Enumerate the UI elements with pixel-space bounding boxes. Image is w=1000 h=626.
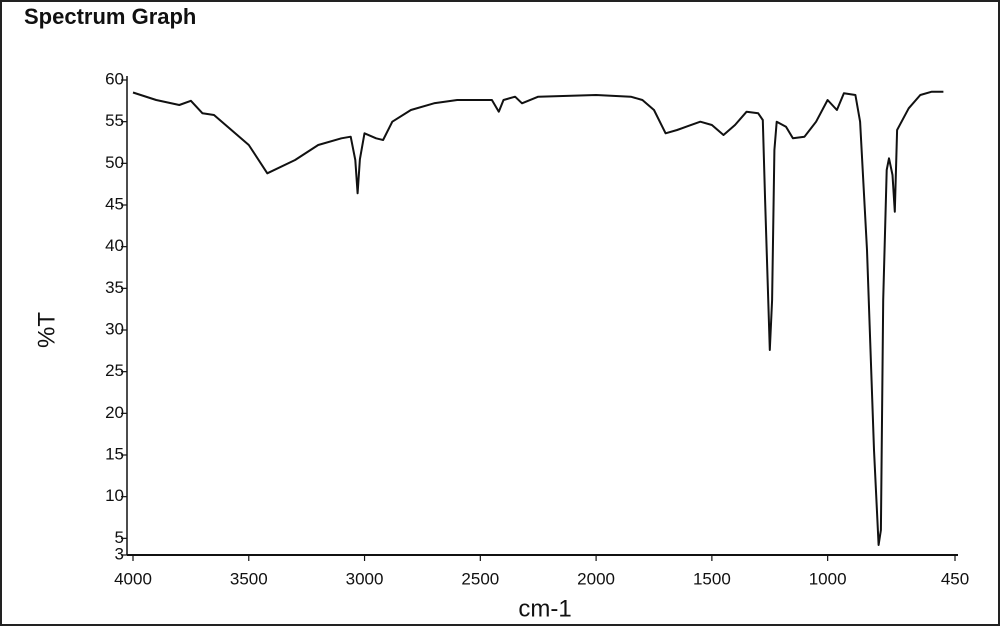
x-tick-label: 3000 — [346, 569, 384, 588]
x-tick-label: 1500 — [693, 569, 731, 588]
y-tick-label: 35 — [105, 278, 124, 297]
y-tick-label: 55 — [105, 111, 124, 130]
x-tick-label: 4000 — [114, 569, 152, 588]
x-tick-label: 450 — [941, 569, 969, 588]
x-tick-label: 3500 — [230, 569, 268, 588]
x-axis-label: cm-1 — [518, 595, 571, 622]
y-axis-label: %T — [33, 312, 60, 348]
y-tick-label: 40 — [105, 236, 124, 255]
y-tick-label: 25 — [105, 361, 124, 380]
y-tick-label: 20 — [105, 403, 124, 422]
x-tick-label: 2500 — [461, 569, 499, 588]
y-tick-label: 30 — [105, 319, 124, 338]
y-tick-label: 45 — [105, 194, 124, 213]
chart-title: Spectrum Graph — [24, 4, 196, 29]
y-tick-label: 10 — [105, 486, 124, 505]
y-tick-label: 5 — [115, 528, 124, 547]
spectrum-line — [132, 90, 944, 546]
y-tick-label: 3 — [115, 544, 124, 563]
x-tick-label: 1000 — [809, 569, 847, 588]
x-tick-label: 2000 — [577, 569, 615, 588]
y-tick-label: 50 — [105, 153, 124, 172]
y-tick-label: 60 — [105, 69, 124, 88]
y-tick-label: 15 — [105, 444, 124, 463]
